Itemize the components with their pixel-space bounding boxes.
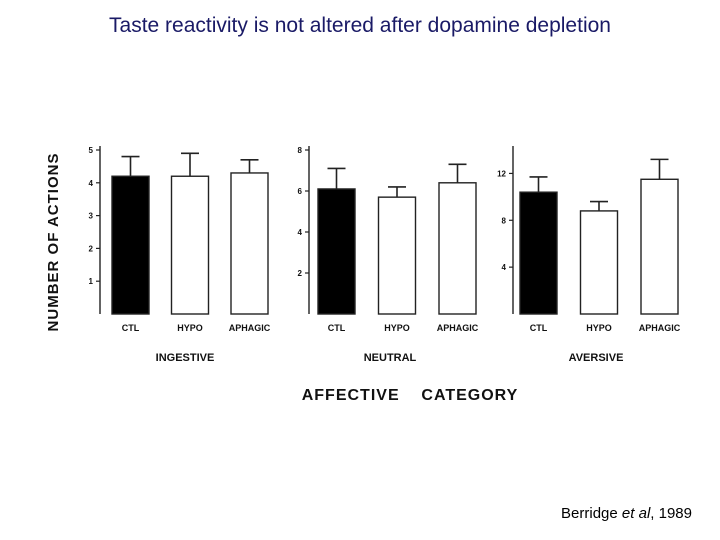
ingestive-category-label: CTL bbox=[122, 323, 140, 333]
neutral-y-tick-label: 8 bbox=[298, 146, 303, 155]
aversive-category-label: HYPO bbox=[586, 323, 612, 333]
ingestive-y-tick-label: 2 bbox=[89, 244, 94, 253]
neutral-y-tick-label: 6 bbox=[298, 187, 303, 196]
neutral-panel-title: NEUTRAL bbox=[364, 352, 417, 364]
ingestive-y-tick-label: 3 bbox=[89, 212, 94, 221]
ingestive-y-tick-label: 4 bbox=[89, 179, 94, 188]
neutral-bar-ctl bbox=[317, 188, 356, 315]
aversive-y-tick-label: 4 bbox=[502, 263, 507, 272]
aversive-panel-title: AVERSIVE bbox=[569, 352, 624, 364]
panel-neutral: 2 4 6 8 CTL HYPO APHAGIC NEUTRAL bbox=[298, 146, 479, 364]
citation-year: , 1989 bbox=[650, 505, 692, 522]
panel-aversive: 4 8 12 CTL HYPO APHAGIC AVERSIVE bbox=[497, 146, 681, 364]
citation-etal: et al bbox=[621, 505, 651, 522]
neutral-bar-aphagic bbox=[438, 182, 477, 315]
neutral-category-label: APHAGIC bbox=[437, 323, 479, 333]
y-axis-label: NUMBER OF ACTIONS bbox=[45, 153, 62, 332]
ingestive-y-tick-label: 5 bbox=[89, 146, 94, 155]
ingestive-panel-title: INGESTIVE bbox=[156, 352, 215, 364]
x-axis-label: AFFECTIVE CATEGORY bbox=[302, 387, 519, 404]
citation: Berridge et al, 1989 bbox=[561, 505, 692, 522]
aversive-category-label: CTL bbox=[530, 323, 548, 333]
neutral-y-tick-label: 2 bbox=[298, 269, 303, 278]
neutral-category-label: HYPO bbox=[384, 323, 410, 333]
neutral-category-label: CTL bbox=[328, 323, 346, 333]
aversive-bar-hypo bbox=[579, 210, 619, 315]
ingestive-category-label: APHAGIC bbox=[229, 323, 271, 333]
aversive-y-tick-label: 12 bbox=[497, 169, 506, 178]
ingestive-bar-ctl bbox=[111, 175, 150, 315]
ingestive-bar-hypo bbox=[170, 175, 210, 315]
citation-author: Berridge bbox=[561, 505, 622, 522]
slide-title: Taste reactivity is not altered after do… bbox=[109, 14, 611, 37]
neutral-bar-hypo bbox=[377, 196, 417, 315]
ingestive-bar-aphagic bbox=[230, 172, 269, 315]
ingestive-y-tick-label: 1 bbox=[89, 277, 94, 286]
aversive-bar-ctl bbox=[519, 191, 558, 315]
aversive-category-label: APHAGIC bbox=[639, 323, 681, 333]
aversive-y-tick-label: 8 bbox=[502, 216, 507, 225]
neutral-y-tick-label: 4 bbox=[298, 228, 303, 237]
panel-ingestive: 1 2 3 4 5 CTL HYPO APHAGIC INGESTIVE bbox=[89, 146, 271, 364]
aversive-bar-aphagic bbox=[640, 178, 679, 315]
ingestive-category-label: HYPO bbox=[177, 323, 203, 333]
